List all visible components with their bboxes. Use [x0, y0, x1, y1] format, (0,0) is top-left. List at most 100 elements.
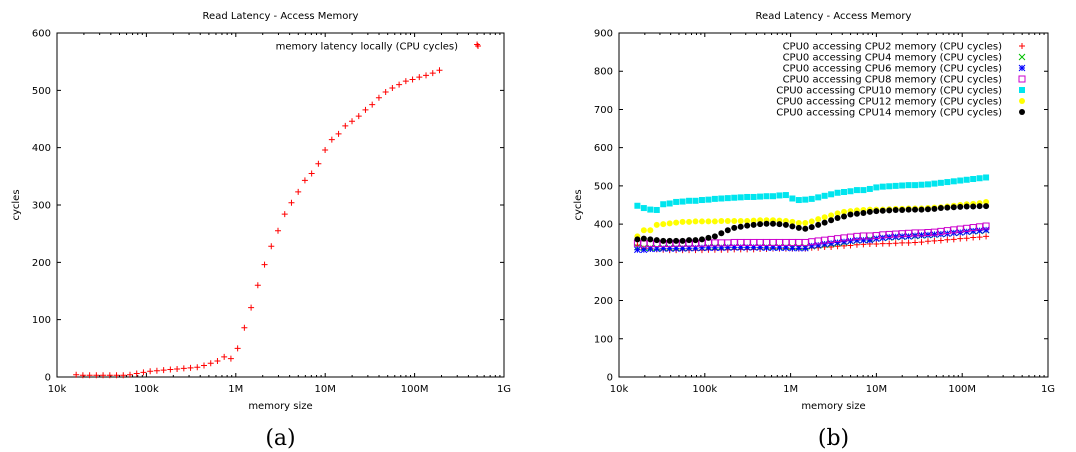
data-point: [730, 244, 738, 251]
data-point: [782, 192, 789, 199]
series-1: [73, 41, 481, 379]
y-tick-label: 500: [594, 181, 613, 192]
data-point: [248, 304, 255, 311]
data-point: [808, 218, 815, 225]
data-point: [776, 221, 783, 228]
y-tick-label: 300: [32, 201, 51, 212]
data-point: [860, 236, 867, 244]
data-point: [834, 214, 841, 221]
data-point: [113, 372, 120, 379]
data-point: [120, 372, 127, 379]
data-point: [207, 360, 214, 367]
data-point: [672, 245, 680, 252]
y-tick-label: 200: [32, 258, 51, 269]
data-point: [673, 198, 680, 205]
chart-title: Read Latency - Access Memory: [203, 11, 359, 22]
data-point: [912, 206, 919, 213]
data-point: [795, 219, 802, 226]
data-point: [194, 364, 201, 371]
data-point: [970, 203, 977, 210]
legend-label: CPU0 accessing CPU4 memory (CPU cycles): [783, 53, 1003, 64]
data-point: [301, 177, 308, 184]
data-point: [924, 231, 932, 239]
data-point: [174, 365, 181, 372]
figure-caption: (a): [265, 426, 295, 451]
data-point: [937, 179, 944, 186]
data-point: [834, 239, 841, 246]
data-point: [254, 282, 261, 289]
data-point: [815, 194, 822, 201]
data-point: [362, 106, 369, 113]
data-point: [241, 324, 248, 331]
data-point: [153, 367, 160, 374]
data-point: [718, 230, 725, 237]
data-point: [640, 227, 647, 234]
data-point: [841, 208, 848, 215]
data-point: [918, 239, 925, 246]
y-tick-label: 0: [45, 373, 51, 384]
data-point: [982, 226, 990, 234]
data-point: [983, 233, 990, 240]
data-point: [227, 355, 234, 362]
figure-caption: (b): [818, 426, 849, 451]
data-point: [295, 188, 302, 195]
data-point: [892, 206, 899, 213]
data-point: [647, 236, 654, 243]
data-point: [873, 208, 880, 215]
data-point: [679, 218, 686, 225]
data-point: [983, 198, 990, 205]
data-point: [879, 207, 886, 214]
data-point: [288, 199, 295, 206]
data-point: [769, 244, 777, 252]
data-point: [905, 239, 912, 246]
data-point: [795, 244, 803, 252]
data-point: [436, 67, 443, 74]
data-point: [737, 218, 744, 225]
data-point: [841, 189, 848, 196]
data-point: [976, 234, 983, 241]
data-point: [705, 234, 712, 241]
data-point: [944, 179, 951, 186]
data-point: [261, 261, 268, 268]
data-point: [328, 136, 335, 143]
data-point: [349, 118, 356, 125]
data-point: [957, 203, 964, 210]
data-point: [100, 372, 107, 379]
data-point: [140, 369, 147, 376]
y-tick-label: 200: [594, 296, 613, 307]
data-point: [821, 219, 828, 226]
data-point: [802, 196, 809, 203]
legend-label: CPU0 accessing CPU2 memory (CPU cycles): [783, 42, 1003, 53]
data-point: [944, 204, 951, 211]
x-axis-label: memory size: [801, 401, 865, 412]
data-point: [821, 192, 828, 199]
data-point: [355, 113, 362, 120]
data-point: [950, 178, 957, 185]
y-tick-label: 700: [594, 105, 613, 116]
data-point: [640, 205, 647, 212]
data-point: [828, 191, 835, 198]
x-tick-label: 100k: [134, 384, 159, 395]
y-tick-label: 600: [32, 29, 51, 40]
data-point: [776, 192, 783, 199]
data-point: [396, 81, 403, 88]
data-point: [924, 206, 931, 213]
y-tick-label: 400: [32, 143, 51, 154]
data-point: [167, 366, 174, 373]
data-point: [873, 184, 880, 191]
data-point: [976, 203, 983, 210]
data-point: [983, 174, 990, 181]
data-point: [308, 170, 315, 177]
data-point: [866, 208, 873, 215]
x-tick-label: 1M: [228, 384, 243, 395]
data-point: [937, 237, 944, 244]
data-point: [698, 218, 705, 225]
data-point: [659, 245, 667, 252]
data-point: [666, 200, 673, 207]
y-tick-label: 500: [32, 86, 51, 97]
data-point: [744, 218, 751, 225]
data-point: [93, 372, 100, 379]
data-point: [187, 364, 194, 371]
y-tick-label: 800: [594, 67, 613, 78]
